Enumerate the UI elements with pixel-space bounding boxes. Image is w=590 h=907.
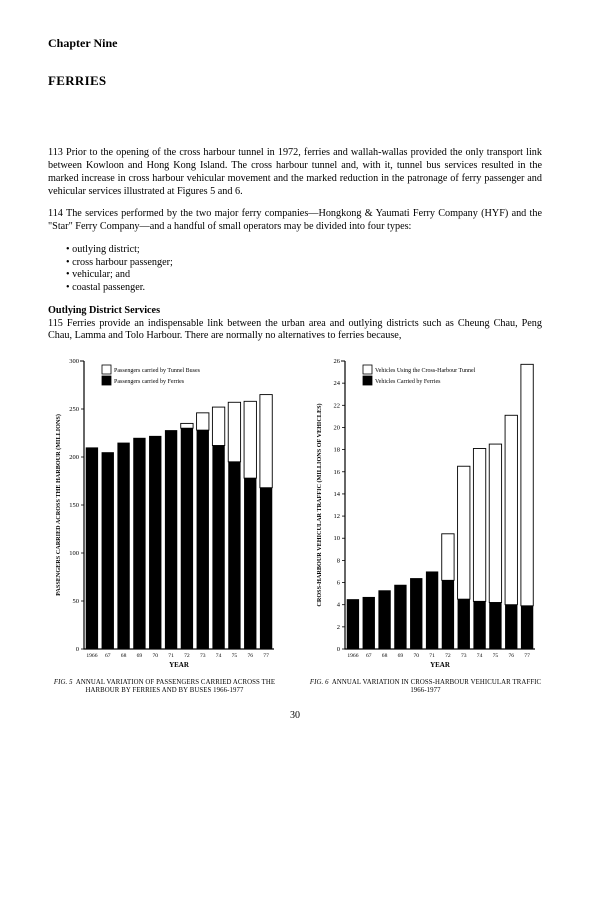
type-bullets: outlying district; cross harbour passeng… [66,244,542,295]
svg-text:1966: 1966 [86,653,97,659]
svg-text:300: 300 [69,358,79,365]
svg-text:70: 70 [413,653,419,659]
page-title: FERRIES [48,73,542,89]
svg-text:18: 18 [333,447,340,454]
figure-5: 50 100 150 200 250 300 0 1966 67 68 69 70 71 72 73 74 75… [48,353,281,696]
svg-text:200: 200 [69,454,79,461]
bullet-item: outlying district; [66,244,542,257]
svg-text:73: 73 [460,653,466,659]
section-subhead: Outlying District Services [48,305,542,318]
svg-text:67: 67 [365,653,371,659]
svg-text:69: 69 [397,653,403,659]
svg-text:75: 75 [492,653,498,659]
svg-text:250: 250 [69,406,79,413]
svg-text:12: 12 [333,513,340,520]
svg-text:76: 76 [247,653,253,659]
svg-text:YEAR: YEAR [169,661,190,669]
svg-text:76: 76 [508,653,514,659]
svg-text:10: 10 [333,535,340,542]
svg-text:1966: 1966 [347,653,358,659]
svg-text:CROSS-HARBOUR VEHICULAR TRAFFI: CROSS-HARBOUR VEHICULAR TRAFFIC (MILLION… [316,403,323,606]
svg-text:0: 0 [75,646,78,653]
svg-text:22: 22 [333,402,340,409]
svg-text:24: 24 [333,380,340,387]
svg-text:26: 26 [333,358,340,365]
svg-text:73: 73 [199,653,205,659]
page-number: 30 [48,710,542,723]
bullet-item: vehicular; and [66,269,542,282]
charts-row: 5010015020025030001966676869707172737475… [48,353,542,696]
svg-text:72: 72 [445,653,451,659]
svg-text:Passengers carried by Tunnel B: Passengers carried by Tunnel Buses [114,368,201,374]
svg-text:Vehicles Using the Cross-Harbo: Vehicles Using the Cross-Harbour Tunnel [375,368,476,374]
svg-text:Vehicles Carried by Ferries: Vehicles Carried by Ferries [375,379,441,385]
paragraph-115: 115 Ferries provide an indispensable lin… [48,318,542,344]
svg-text:69: 69 [136,653,142,659]
bullet-item: coastal passenger. [66,282,542,295]
fig5-chart: 50 100 150 200 250 300 0 1966 67 68 69 70 71 72 73 74 75… [50,353,280,673]
chapter-label: Chapter Nine [48,36,542,51]
fig6-caption: FIG. 6 ANNUAL VARIATION IN CROSS-HARBOUR… [309,679,542,696]
paragraph-114: 114 The services performed by the two ma… [48,208,542,234]
svg-text:68: 68 [381,653,387,659]
svg-text:74: 74 [476,653,482,659]
svg-text:20: 20 [333,424,340,431]
svg-text:71: 71 [168,653,174,659]
svg-text:YEAR: YEAR [430,661,451,669]
svg-text:PASSENGERS CARRIED ACROSS THE: PASSENGERS CARRIED ACROSS THE HARBOUR (M… [55,414,62,596]
svg-text:75: 75 [231,653,237,659]
svg-text:50: 50 [72,598,79,605]
svg-text:71: 71 [429,653,435,659]
svg-text:Passengers carried by Ferries: Passengers carried by Ferries [114,379,185,385]
fig6-chart: 2468101214161820222426019666768697071727… [311,353,541,673]
svg-text:70: 70 [152,653,158,659]
fig5-caption: FIG. 5 ANNUAL VARIATION OF PASSENGERS CA… [48,679,281,696]
paragraph-113: 113 Prior to the opening of the cross ha… [48,147,542,198]
svg-text:77: 77 [524,653,530,659]
svg-text:2: 2 [336,624,339,631]
svg-text:16: 16 [333,469,340,476]
svg-text:8: 8 [336,557,339,564]
svg-text:77: 77 [263,653,269,659]
svg-text:100: 100 [69,550,79,557]
svg-text:72: 72 [184,653,190,659]
svg-text:150: 150 [69,502,79,509]
svg-text:6: 6 [336,580,340,587]
svg-text:68: 68 [120,653,126,659]
bullet-item: cross harbour passenger; [66,257,542,270]
svg-text:14: 14 [333,491,340,498]
svg-text:74: 74 [215,653,221,659]
svg-text:67: 67 [104,653,110,659]
figure-6: 2468101214161820222426019666768697071727… [309,353,542,696]
svg-text:0: 0 [336,646,339,653]
svg-text:4: 4 [336,602,340,609]
